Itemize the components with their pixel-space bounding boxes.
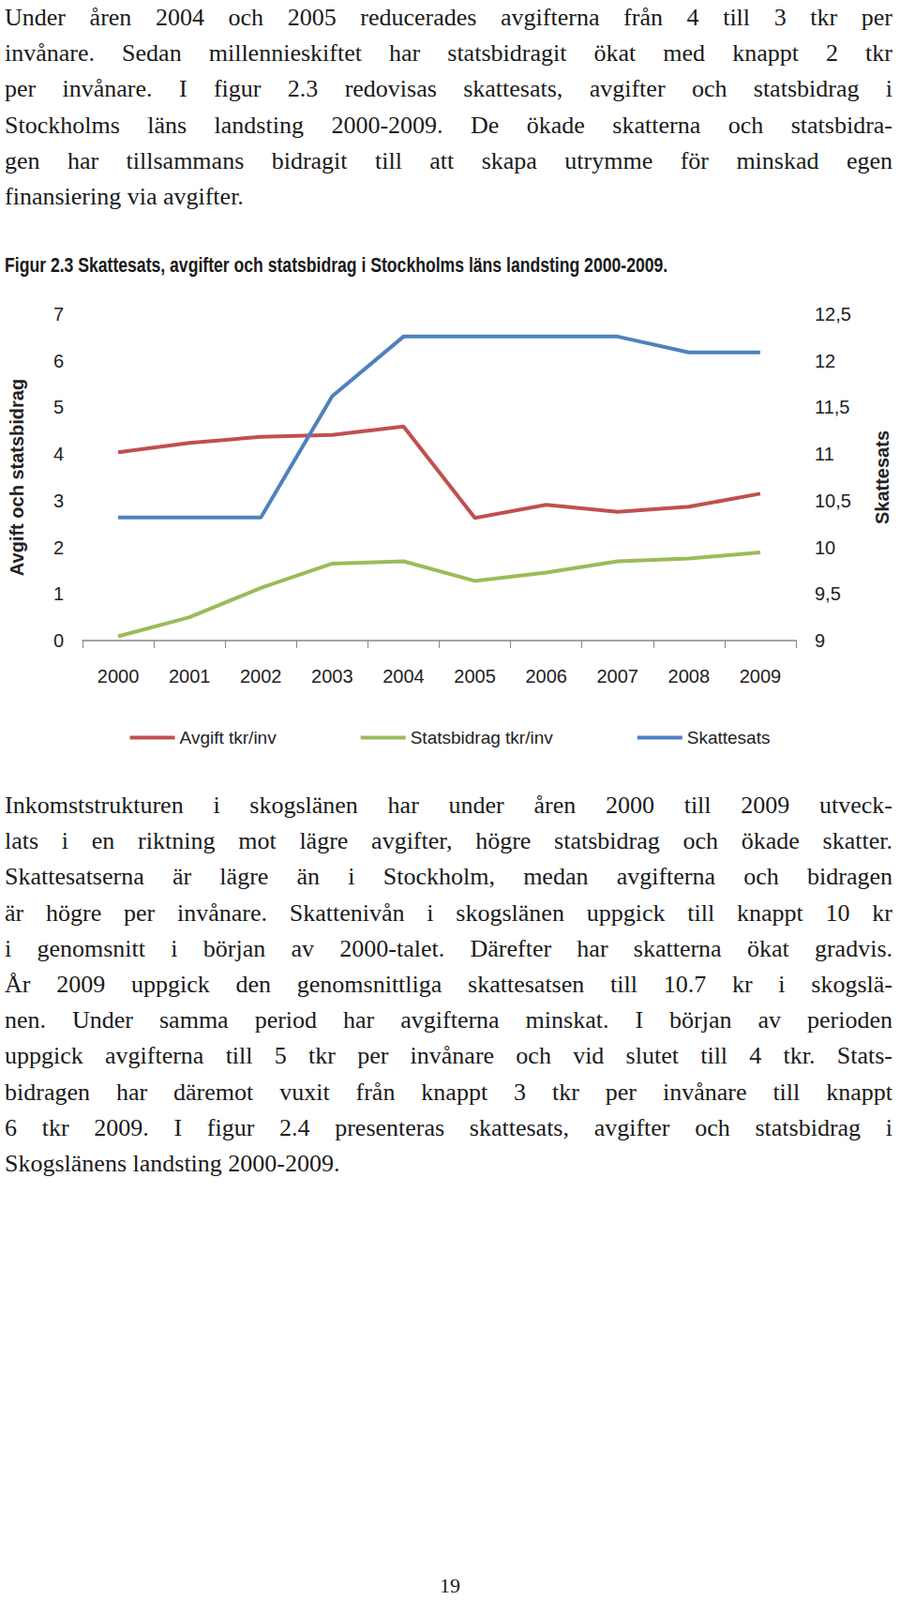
- html-text:gen har tillsammans bidragit t: gen har tillsammans bidragit till att sk…: [4, 147, 893, 175]
- svg-text:2002: 2002: [240, 665, 283, 687]
- svg-text:12,5: 12,5: [814, 303, 852, 325]
- svg-text:6: 6: [53, 350, 64, 372]
- svg-text:10,5: 10,5: [814, 490, 852, 511]
- html-text:bidragen har däremot vuxit frå: bidragen har däremot vuxit från knappt 3…: [4, 1077, 893, 1105]
- html-text:Inkomststrukturen i skogslänen: Inkomststrukturen i skogslänen har under…: [4, 791, 893, 819]
- svg-text:2009: 2009: [739, 665, 782, 687]
- svg-text:Avgift och statsbidrag: Avgift och statsbidrag: [6, 378, 28, 576]
- svg-text:Skattesats: Skattesats: [687, 727, 771, 748]
- svg-text:1: 1: [53, 583, 64, 604]
- html-text:Skattesatserna är lägre än i S: Skattesatserna är lägre än i Stockholm, …: [4, 862, 893, 891]
- svg-text:2: 2: [53, 537, 64, 558]
- svg-text:4: 4: [53, 443, 64, 465]
- html-text:per invånare. I figur 2.3 redo: per invånare. I figur 2.3 redovisas skat…: [4, 75, 893, 103]
- html-text:År 2009 uppgick den genomsnitt: År 2009 uppgick den genomsnittliga skatt…: [4, 970, 893, 998]
- html-text:nen. Under samma period har av: nen. Under samma period har avgifterna m…: [4, 1006, 893, 1034]
- svg-text:Avgift tkr/inv: Avgift tkr/inv: [180, 727, 278, 748]
- svg-text:2004: 2004: [382, 665, 425, 687]
- html-text:invånare. Sedan millennieskift: invånare. Sedan millennieskiftet har sta…: [4, 39, 893, 67]
- svg-text:Statsbidrag tkr/inv: Statsbidrag tkr/inv: [410, 727, 555, 748]
- svg-text:10: 10: [814, 537, 836, 558]
- svg-text:11,5: 11,5: [814, 396, 850, 418]
- svg-text:7: 7: [53, 303, 64, 325]
- svg-text:0: 0: [53, 630, 64, 651]
- html-text:6 tkr 2009. I figur 2.4 presen: 6 tkr 2009. I figur 2.4 presenteras skat…: [4, 1113, 893, 1141]
- svg-text:2001: 2001: [168, 665, 211, 687]
- svg-text:9,5: 9,5: [814, 583, 841, 604]
- html-text:Figur 2.3 Skattesats, avgifter: Figur 2.3 Skattesats, avgifter och stats…: [4, 253, 668, 277]
- svg-text:2005: 2005: [453, 665, 496, 687]
- html-text:lats i en riktning mot lägre a: lats i en riktning mot lägre avgifter, h…: [4, 827, 893, 855]
- html-text:Under åren 2004 och 2005 reduc: Under åren 2004 och 2005 reducerades avg…: [4, 3, 893, 31]
- html-text:uppgick avgifterna till 5 tkr: uppgick avgifterna till 5 tkr per invåna…: [4, 1041, 893, 1070]
- svg-text:5: 5: [53, 396, 64, 418]
- html-text:19: 19: [439, 1573, 461, 1597]
- svg-text:2007: 2007: [597, 665, 640, 687]
- html-text:finansiering via avgifter.: finansiering via avgifter.: [4, 182, 244, 210]
- svg-text:11: 11: [814, 443, 835, 465]
- svg-text:3: 3: [53, 490, 64, 511]
- svg-text:2008: 2008: [668, 665, 711, 687]
- html-text:i genomsnitt i början av 2000-: i genomsnitt i början av 2000-talet. Där…: [4, 934, 893, 962]
- svg-text:2006: 2006: [525, 665, 568, 687]
- html-text:är högre per invånare. Skatten: är högre per invånare. Skattenivån i sko…: [4, 898, 893, 926]
- svg-text:12: 12: [814, 350, 836, 372]
- svg-text:2000: 2000: [97, 665, 140, 687]
- svg-text:2003: 2003: [311, 665, 354, 687]
- html-text:Skogslänens landsting 2000-200: Skogslänens landsting 2000-2009.: [4, 1149, 340, 1177]
- svg-text:Skattesats: Skattesats: [871, 430, 893, 525]
- svg-text:9: 9: [814, 630, 825, 651]
- html-text:Stockholms läns landsting 2000: Stockholms läns landsting 2000-2009. De …: [4, 111, 893, 139]
